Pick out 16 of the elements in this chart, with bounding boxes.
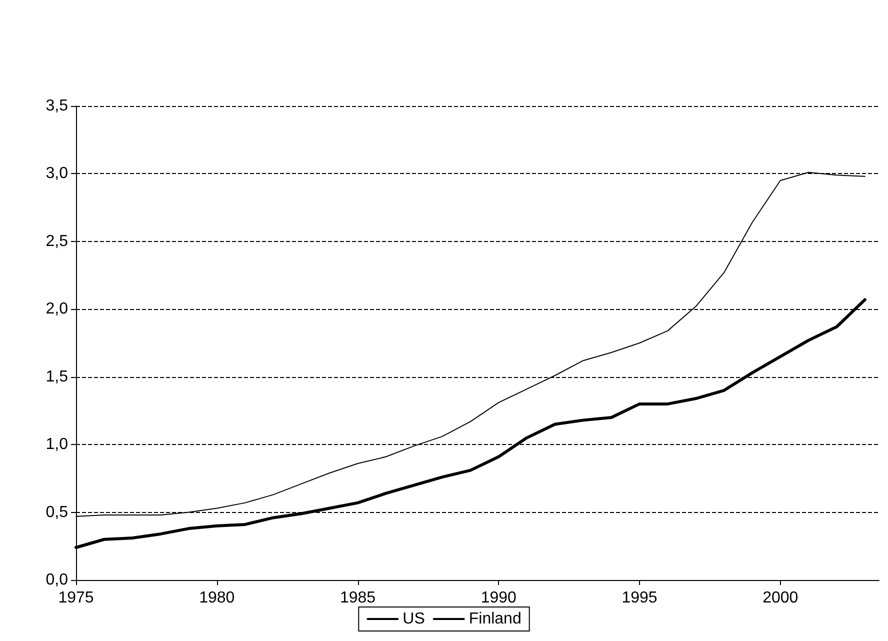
- x-tick-label: 1975: [58, 590, 94, 606]
- x-tick-label: 1985: [340, 590, 376, 606]
- y-tick-label: 3,0: [46, 165, 68, 182]
- y-tick-label: 0,5: [46, 504, 68, 521]
- y-tick-label: 0,0: [46, 572, 68, 588]
- y-tick-label: 3,5: [46, 98, 68, 114]
- y-tick-label: 1,5: [46, 368, 68, 386]
- x-tick-label: 2000: [762, 590, 798, 606]
- y-tick-label: 2,5: [46, 232, 68, 250]
- x-tick-label: 1995: [622, 590, 658, 606]
- y-tick-label: 1,0: [46, 436, 68, 454]
- legend-label: Finland: [468, 610, 522, 628]
- y-tick-label: 2,0: [46, 300, 68, 318]
- x-tick-label: 1980: [199, 590, 235, 606]
- x-tick-label: 1990: [480, 590, 517, 606]
- legend-label: US: [402, 610, 425, 628]
